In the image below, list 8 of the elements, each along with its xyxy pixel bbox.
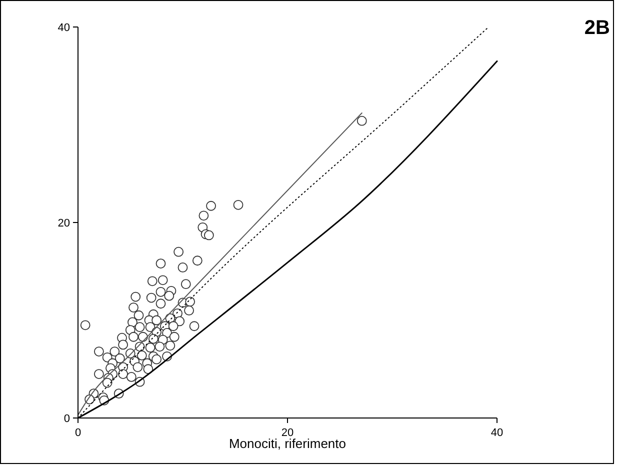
x-tick-label: 20 (281, 427, 294, 439)
x-axis-title: Monociti, riferimento (228, 436, 346, 451)
x-tick-label: 40 (490, 427, 504, 439)
y-tick-label: 40 (58, 22, 70, 34)
text: 2B (584, 17, 610, 39)
x-tick-label: 0 (74, 427, 82, 439)
y-tick-label: 20 (58, 218, 70, 230)
y-tick-label: 0 (64, 413, 70, 425)
